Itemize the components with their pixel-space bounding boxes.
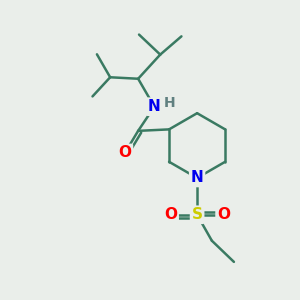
Text: N: N [191,170,203,185]
Text: S: S [192,207,203,222]
Text: O: O [164,207,177,222]
Text: O: O [217,207,230,222]
Text: O: O [118,146,131,160]
Text: N: N [148,99,161,114]
Text: H: H [164,96,176,110]
